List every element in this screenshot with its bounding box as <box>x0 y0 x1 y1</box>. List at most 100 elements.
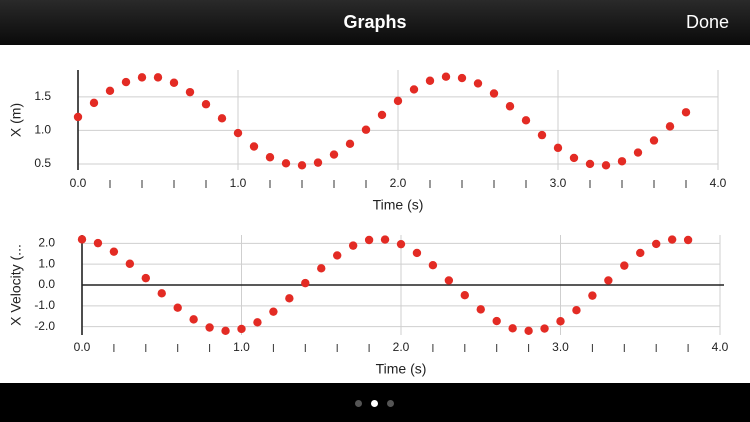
data-point <box>233 128 243 138</box>
data-point <box>221 326 230 336</box>
data-point <box>157 289 166 298</box>
data-point <box>93 238 103 248</box>
x-tick-label: 0.0 <box>70 176 87 190</box>
data-point <box>77 235 87 244</box>
data-point <box>169 78 179 87</box>
data-point <box>173 303 182 312</box>
data-point <box>508 324 517 333</box>
data-point <box>617 157 627 166</box>
data-point <box>333 251 342 260</box>
data-point <box>345 139 355 149</box>
y-tick-label: 1.0 <box>38 256 55 270</box>
data-point <box>521 116 531 125</box>
data-point <box>189 315 198 324</box>
data-point <box>137 73 147 82</box>
x-tick-label: 3.0 <box>552 340 569 354</box>
page-dot[interactable] <box>387 400 394 407</box>
data-point <box>329 150 339 159</box>
data-point <box>269 307 278 316</box>
data-point <box>301 278 310 288</box>
data-point <box>109 247 119 256</box>
data-point <box>569 153 579 163</box>
data-point <box>476 305 485 314</box>
page-dot-active[interactable] <box>371 400 378 407</box>
x-tick-label: 0.0 <box>74 340 91 354</box>
x-tick-label: 2.0 <box>390 176 407 190</box>
data-point <box>524 326 533 336</box>
data-point <box>492 316 501 326</box>
data-point <box>460 291 469 300</box>
data-point <box>73 112 83 122</box>
y-tick-label: 0.5 <box>34 156 51 170</box>
done-button[interactable]: Done <box>685 12 729 32</box>
y-tick-label: 1.5 <box>34 89 51 103</box>
data-point <box>505 102 515 111</box>
data-point <box>620 261 629 270</box>
data-point <box>364 235 374 245</box>
data-point <box>348 241 358 250</box>
x-axis-title: Time (s) <box>373 197 424 213</box>
data-point <box>683 235 693 245</box>
data-point <box>649 136 659 145</box>
data-point <box>665 122 675 131</box>
page-indicator-bar <box>0 383 750 422</box>
data-point <box>205 323 214 332</box>
data-point <box>380 235 390 244</box>
data-point <box>428 261 438 270</box>
data-point <box>633 148 643 157</box>
data-point <box>377 110 387 120</box>
data-point <box>141 273 150 283</box>
x-axis-title: Time (s) <box>376 361 427 377</box>
data-point <box>652 239 661 249</box>
data-point <box>285 294 294 303</box>
data-point <box>540 324 549 333</box>
nav-bar: Graphs Done <box>0 0 750 45</box>
data-point <box>556 317 565 326</box>
data-point <box>604 276 613 285</box>
data-point <box>121 77 131 87</box>
data-point <box>409 85 419 94</box>
y-tick-label: -2.0 <box>34 319 55 333</box>
data-point <box>667 235 677 244</box>
data-point <box>393 96 403 106</box>
x-tick-label: 3.0 <box>550 176 567 190</box>
data-point <box>217 114 227 123</box>
data-point <box>636 248 645 258</box>
data-point <box>425 76 435 85</box>
data-point <box>681 108 691 117</box>
data-point <box>253 318 262 327</box>
data-point <box>313 158 323 167</box>
y-tick-label: -1.0 <box>34 298 55 312</box>
data-point <box>265 153 275 162</box>
y-tick-label: 2.0 <box>38 236 55 250</box>
data-point <box>585 159 595 169</box>
data-point <box>297 161 307 170</box>
x-tick-label: 4.0 <box>710 176 727 190</box>
y-tick-label: 1.0 <box>34 123 51 137</box>
data-point <box>249 142 259 151</box>
data-point <box>89 98 99 108</box>
y-axis-title: X (m) <box>8 103 24 137</box>
data-point <box>201 100 211 109</box>
data-point <box>412 248 422 258</box>
data-point <box>473 79 483 88</box>
x-tick-label: 4.0 <box>712 340 729 354</box>
y-tick-label: 0.0 <box>38 277 55 291</box>
data-point <box>537 130 547 140</box>
nav-title: Graphs <box>343 12 407 32</box>
data-point <box>281 159 291 168</box>
data-point <box>105 86 115 96</box>
x-tick-label: 1.0 <box>233 340 250 354</box>
data-point <box>441 72 451 81</box>
data-point <box>125 259 135 268</box>
data-point <box>361 125 371 134</box>
y-axis-title: X Velocity (... <box>8 244 24 326</box>
data-point <box>396 239 406 249</box>
page-dot[interactable] <box>355 400 362 407</box>
data-point <box>489 89 499 98</box>
x-tick-label: 1.0 <box>230 176 247 190</box>
data-point <box>444 276 454 285</box>
data-point <box>237 324 246 334</box>
